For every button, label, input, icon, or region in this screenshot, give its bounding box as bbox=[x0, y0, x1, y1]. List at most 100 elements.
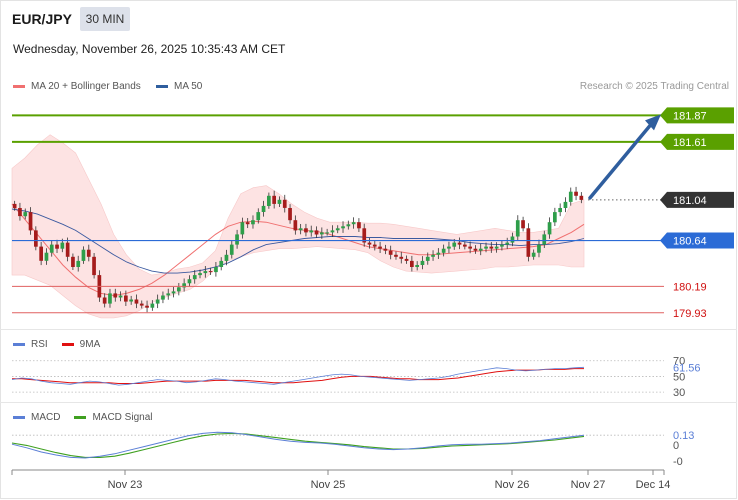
candle-body bbox=[81, 249, 86, 261]
candle-body bbox=[203, 271, 208, 274]
candle-body bbox=[288, 208, 292, 221]
candle-body bbox=[139, 303, 144, 306]
candle-body bbox=[198, 273, 202, 276]
x-axis-label: Nov 23 bbox=[108, 479, 143, 491]
candle-body bbox=[542, 234, 547, 245]
candle-body bbox=[177, 287, 181, 292]
candle-body bbox=[28, 212, 33, 231]
candle-body bbox=[124, 295, 128, 302]
candle-body bbox=[245, 222, 250, 225]
level-tag-current bbox=[660, 191, 734, 208]
rsi-line bbox=[11, 366, 585, 386]
rsi-level-label: 70 bbox=[673, 356, 685, 368]
candle-body bbox=[92, 256, 96, 276]
candle-body bbox=[346, 224, 351, 227]
candle-body bbox=[182, 283, 186, 288]
candle-body bbox=[134, 299, 139, 304]
candle-body bbox=[558, 208, 562, 213]
candle-body bbox=[293, 220, 298, 231]
projection-arrow-shaft bbox=[588, 122, 653, 200]
credit-text: Research © 2025 Trading Central bbox=[579, 81, 729, 92]
legend-ma20: MA 20 + Bollinger Bands bbox=[13, 81, 141, 92]
macd-signal-swatch bbox=[74, 416, 87, 419]
candle-body bbox=[55, 244, 59, 249]
candle-body bbox=[399, 256, 404, 259]
candle-body bbox=[526, 228, 531, 257]
candle-body bbox=[510, 236, 515, 243]
ma20-line bbox=[11, 203, 585, 297]
candle-body bbox=[521, 220, 525, 229]
candle-body bbox=[478, 248, 483, 251]
candle-body bbox=[468, 246, 472, 249]
level-tag-resistance bbox=[660, 107, 734, 124]
candle-body bbox=[161, 295, 165, 300]
candle-body bbox=[65, 242, 70, 257]
candle-body bbox=[330, 230, 335, 233]
candle-body bbox=[129, 299, 133, 302]
candle-body bbox=[563, 201, 568, 208]
ma50-line bbox=[11, 208, 585, 274]
candle-body bbox=[357, 222, 361, 229]
candle-body bbox=[102, 297, 107, 304]
candle-body bbox=[515, 220, 520, 237]
candle-body bbox=[224, 254, 229, 261]
candle-body bbox=[86, 249, 91, 257]
candle-body bbox=[171, 291, 176, 294]
candle-body bbox=[378, 246, 382, 249]
candle-body bbox=[240, 222, 245, 235]
candle-body bbox=[23, 212, 28, 217]
candle-body bbox=[436, 252, 441, 255]
macd-current-label: 0.13 bbox=[673, 430, 694, 442]
candle-body bbox=[410, 260, 414, 267]
candle-body bbox=[113, 293, 118, 298]
candle-body bbox=[49, 244, 54, 253]
x-axis-label: Dec 14 bbox=[636, 479, 671, 491]
candle-body bbox=[44, 252, 49, 261]
candle-body bbox=[256, 212, 261, 221]
legend-ma50: MA 50 bbox=[156, 81, 202, 92]
candle-body bbox=[420, 260, 425, 265]
macd-line bbox=[11, 431, 585, 459]
rsi-level-label: 50 bbox=[673, 371, 685, 383]
candle-body bbox=[404, 258, 409, 261]
legend-ma50-label: MA 50 bbox=[174, 81, 203, 92]
candle-body bbox=[150, 303, 155, 308]
candle-body bbox=[192, 275, 197, 280]
candle-body bbox=[261, 205, 266, 212]
candle-body bbox=[494, 246, 499, 249]
candle-body bbox=[341, 226, 345, 229]
candle-body bbox=[208, 271, 213, 273]
candle-body bbox=[267, 195, 271, 206]
candle-body bbox=[145, 305, 149, 308]
panel-divider-macd bbox=[0, 402, 737, 403]
level-tag-pivot bbox=[660, 232, 734, 249]
candle-body bbox=[484, 246, 488, 249]
timeframe-badge[interactable]: 30 MIN bbox=[80, 7, 130, 31]
legend-rsi-ma-label: 9MA bbox=[79, 339, 101, 350]
candle-body bbox=[388, 250, 393, 255]
candle-body bbox=[537, 244, 541, 253]
candle-body bbox=[553, 212, 557, 223]
timestamp: Wednesday, November 26, 2025 10:35:43 AM… bbox=[13, 42, 286, 56]
legend-rsi-label: RSI bbox=[31, 339, 48, 350]
candle-body bbox=[18, 208, 22, 217]
candle-body bbox=[579, 195, 584, 200]
candle-body bbox=[187, 279, 192, 284]
candle-body bbox=[531, 252, 536, 257]
macd-minus-zero-label: -0 bbox=[673, 456, 683, 468]
candle-body bbox=[447, 246, 451, 249]
legend-rsi: RSI 9MA bbox=[13, 339, 100, 350]
candle-body bbox=[452, 242, 457, 247]
candle-body bbox=[568, 191, 573, 202]
rsi-ma-swatch bbox=[61, 343, 74, 346]
candle-body bbox=[372, 244, 377, 247]
candle-body bbox=[574, 191, 578, 196]
candle-body bbox=[457, 242, 462, 245]
candle-body bbox=[320, 232, 324, 235]
candle-body bbox=[314, 230, 319, 235]
candle-body bbox=[298, 228, 303, 231]
candle-body bbox=[155, 299, 160, 304]
level-label: 181.04 bbox=[673, 195, 707, 207]
